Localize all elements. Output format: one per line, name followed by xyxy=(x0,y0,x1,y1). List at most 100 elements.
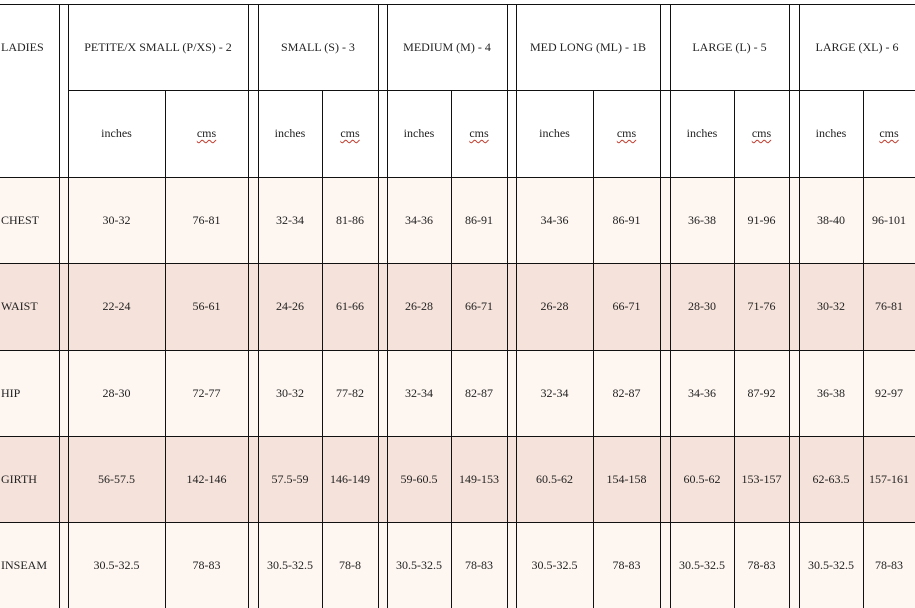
unit-header-cms: cms xyxy=(322,90,378,177)
cell-inches: 57.5-59 xyxy=(271,471,309,486)
cell-cms: 157-161 xyxy=(869,471,909,486)
unit-header-inches: inches xyxy=(539,126,570,140)
cell-cms: 66-71 xyxy=(465,299,493,313)
size-header: LARGE (L) - 5 xyxy=(692,39,767,54)
size-header: MED LONG (ML) - 1B xyxy=(530,39,646,54)
cell-inches: 30-32 xyxy=(276,385,304,400)
grid-line-vertical xyxy=(593,90,594,608)
cell-cms: 71-76 xyxy=(747,299,776,313)
grid-line-vertical xyxy=(322,90,323,608)
unit-header-cms-text: cms xyxy=(196,126,217,140)
size-header: LARGE (XL) - 6 xyxy=(815,39,899,54)
size-header: MEDIUM (M) - 4 xyxy=(403,39,491,54)
row-label: WAIST xyxy=(1,299,38,313)
corner-label: LADIES xyxy=(1,39,44,54)
grid-line-horizontal xyxy=(0,177,915,178)
cell-inches: 34-36 xyxy=(688,385,716,400)
cell-cms: 78-83 xyxy=(465,557,493,572)
unit-header-inches: inches xyxy=(815,126,847,140)
unit-header-cms-text: cms xyxy=(879,126,899,140)
cell-cms: 61-66 xyxy=(336,299,364,313)
cell-cms: 72-77 xyxy=(192,385,221,400)
row-label: INSEAM xyxy=(1,557,48,572)
cell-inches: 32-34 xyxy=(276,212,304,227)
grid-line-vertical xyxy=(507,4,508,608)
cell-inches: 62-63.5 xyxy=(812,471,850,486)
row-band xyxy=(0,522,915,608)
unit-header-inches: inches xyxy=(101,126,132,140)
unit-header-cms: cms xyxy=(451,90,507,177)
cell-inches: 24-26 xyxy=(276,299,304,313)
size-header: PETITE/X SMALL (P/XS) - 2 xyxy=(84,39,232,54)
unit-header-cms: cms xyxy=(863,90,915,177)
cell-cms: 78-83 xyxy=(875,557,903,572)
grid-line-vertical xyxy=(660,4,661,608)
cell-cms: 78-83 xyxy=(612,557,641,572)
grid-line-vertical xyxy=(863,90,864,608)
unit-header-cms: cms xyxy=(734,90,789,177)
unit-header-cms-text: cms xyxy=(469,126,489,140)
cell-inches: 36-38 xyxy=(817,385,845,400)
cell-cms: 78-83 xyxy=(192,557,221,572)
cell-cms: 87-92 xyxy=(747,385,776,400)
cell-inches: 30.5-32.5 xyxy=(93,557,140,572)
cell-cms: 92-97 xyxy=(875,385,903,400)
cell-inches: 59-60.5 xyxy=(400,471,438,486)
unit-header-inches: inches xyxy=(274,126,306,140)
cell-inches: 28-30 xyxy=(688,299,716,313)
cell-inches: 30.5-32.5 xyxy=(808,557,854,572)
cell-cms: 56-61 xyxy=(192,299,221,313)
grid-line-horizontal xyxy=(0,522,915,523)
cell-inches: 30-32 xyxy=(817,299,845,313)
cell-cms: 146-149 xyxy=(330,471,370,486)
cell-inches: 30-32 xyxy=(102,212,131,227)
grid-line-vertical xyxy=(378,4,379,608)
unit-header-cms-text: cms xyxy=(340,126,360,140)
cell-cms: 76-81 xyxy=(192,212,221,227)
grid-line-horizontal xyxy=(0,263,915,264)
grid-line-vertical xyxy=(258,4,259,608)
cell-inches: 32-34 xyxy=(405,385,433,400)
cell-cms: 142-146 xyxy=(186,471,227,486)
grid-line-vertical xyxy=(387,4,388,608)
unit-header-cms: cms xyxy=(593,90,660,177)
grid-line-vertical xyxy=(670,4,671,608)
cell-cms: 82-87 xyxy=(465,385,493,400)
unit-header-cms-text: cms xyxy=(751,126,772,140)
grid-line-vertical xyxy=(516,4,517,608)
cell-inches: 30.5-32.5 xyxy=(396,557,442,572)
cell-inches: 30.5-32.5 xyxy=(267,557,313,572)
grid-line-vertical xyxy=(451,90,452,608)
grid-line-vertical xyxy=(799,4,800,608)
cell-cms: 149-153 xyxy=(459,471,499,486)
cell-cms: 78-83 xyxy=(747,557,776,572)
grid-line-horizontal xyxy=(0,4,915,5)
cell-inches: 26-28 xyxy=(540,299,569,313)
row-band xyxy=(0,350,915,436)
cell-inches: 60.5-62 xyxy=(683,471,721,486)
cell-cms: 96-101 xyxy=(872,212,906,227)
cell-cms: 86-91 xyxy=(612,212,641,227)
unit-header-inches: inches xyxy=(403,126,435,140)
cell-inches: 28-30 xyxy=(102,385,131,400)
grid-line-horizontal xyxy=(0,350,915,351)
cell-inches: 34-36 xyxy=(405,212,433,227)
grid-line-horizontal xyxy=(68,90,915,91)
row-band xyxy=(0,436,915,522)
cell-inches: 32-34 xyxy=(540,385,569,400)
row-label: GIRTH xyxy=(1,471,37,486)
grid-line-vertical xyxy=(59,4,60,608)
row-band xyxy=(0,263,915,350)
row-label: CHEST xyxy=(1,212,40,227)
grid-line-vertical xyxy=(165,90,166,608)
cell-inches: 34-36 xyxy=(540,212,569,227)
cell-inches: 60.5-62 xyxy=(536,471,573,486)
cell-inches: 30.5-32.5 xyxy=(679,557,725,572)
unit-header-cms-text: cms xyxy=(616,126,637,140)
cell-cms: 81-86 xyxy=(336,212,364,227)
cell-inches: 30.5-32.5 xyxy=(531,557,578,572)
cell-cms: 66-71 xyxy=(612,299,641,313)
grid-line-vertical xyxy=(248,4,249,608)
cell-inches: 56-57.5 xyxy=(98,471,135,486)
